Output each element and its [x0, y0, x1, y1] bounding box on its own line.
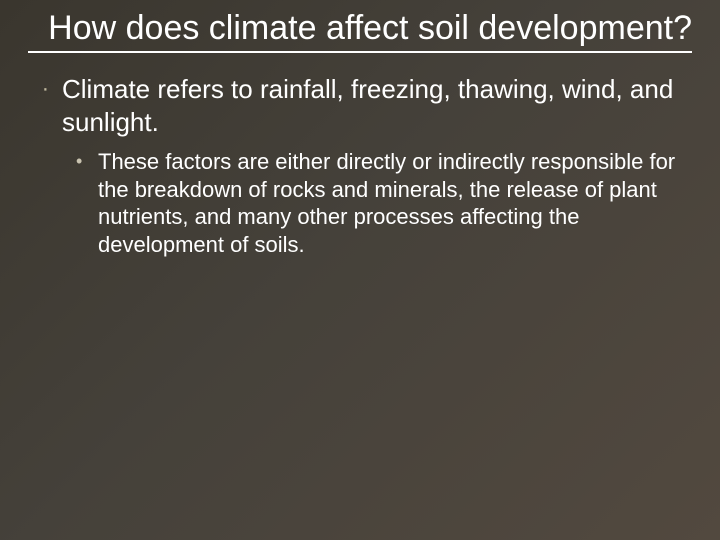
bullet-lvl1-icon: ٠ [40, 73, 62, 102]
slide: How does climate affect soil development… [0, 0, 720, 540]
body-container: ٠ Climate refers to rainfall, freezing, … [0, 53, 720, 258]
list-item: • These factors are either directly or i… [40, 148, 680, 258]
bullet-lvl2-icon: • [76, 148, 98, 173]
list-item-text: These factors are either directly or ind… [98, 148, 680, 258]
title-container: How does climate affect soil development… [0, 0, 720, 47]
list-item-text: Climate refers to rainfall, freezing, th… [62, 73, 680, 138]
slide-title: How does climate affect soil development… [28, 10, 692, 47]
list-item: ٠ Climate refers to rainfall, freezing, … [40, 73, 680, 138]
